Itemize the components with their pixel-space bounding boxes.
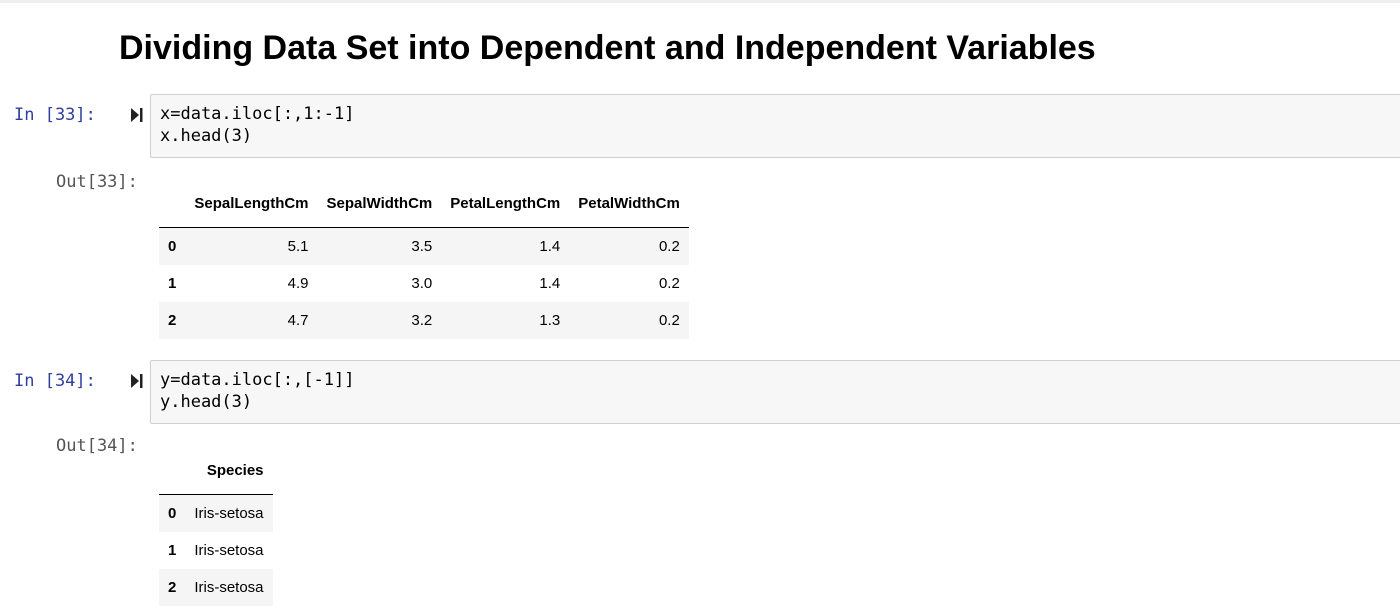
table-cell: 1.3	[539, 312, 561, 329]
code-editor-34[interactable]: y=data.iloc[:,[-1]] y.head(3)	[160, 369, 354, 413]
code-line: y=data.iloc[:,[-1]]	[160, 370, 355, 390]
column-header: Species	[185, 448, 273, 495]
row-index: 2	[168, 579, 177, 596]
code-line: x.head(3)	[160, 126, 253, 146]
row-index: 0	[168, 238, 177, 255]
row-index: 0	[168, 505, 177, 522]
table-cell: 3.2	[411, 312, 433, 329]
column-header: SepalWidthCm	[317, 181, 442, 228]
output-prompt-33: Out[33]:	[56, 172, 138, 192]
table-row: 1 4.9 3.0 1.4 0.2	[159, 265, 689, 302]
table-row: 0 Iris-setosa	[159, 494, 273, 532]
table-row: 2 4.7 3.2 1.3 0.2	[159, 302, 689, 339]
code-input-34[interactable]: y=data.iloc[:,[-1]] y.head(3)	[150, 360, 1400, 424]
table-cell: 1.4	[539, 275, 561, 292]
table-row: 1 Iris-setosa	[159, 532, 273, 569]
column-header: SepalLengthCm	[185, 181, 318, 228]
code-editor-33[interactable]: x=data.iloc[:,1:-1] x.head(3)	[160, 103, 354, 147]
table-cell: 4.7	[287, 312, 309, 329]
column-header-index	[159, 448, 186, 495]
table-cell: 0.2	[658, 312, 680, 329]
code-line: y.head(3)	[160, 392, 253, 412]
table-cell: 4.9	[287, 275, 309, 292]
table-header-row: Species	[159, 448, 273, 495]
table-cell: Iris-setosa	[194, 542, 264, 559]
table-cell: 1.4	[539, 238, 561, 255]
table-cell: Iris-setosa	[194, 579, 264, 596]
table-cell: 3.0	[411, 275, 433, 292]
table-cell: Iris-setosa	[194, 505, 264, 522]
markdown-heading: Dividing Data Set into Dependent and Ind…	[119, 29, 1096, 67]
input-prompt-34: In [34]:	[14, 371, 96, 391]
table-cell: 0.2	[658, 275, 680, 292]
row-index: 1	[168, 542, 177, 559]
dataframe-output-33: SepalLengthCm SepalWidthCm PetalLengthCm…	[159, 181, 689, 339]
table-cell: 5.1	[287, 238, 309, 255]
run-cell-icon[interactable]	[130, 373, 144, 389]
output-prompt-34: Out[34]:	[56, 436, 138, 456]
dataframe-output-34: Species 0 Iris-setosa 1 Iris-setosa 2 Ir…	[159, 448, 273, 606]
run-cell-icon[interactable]	[130, 107, 144, 123]
row-index: 1	[168, 275, 177, 292]
code-input-33[interactable]: x=data.iloc[:,1:-1] x.head(3)	[150, 94, 1400, 158]
column-header-index	[159, 181, 186, 228]
column-header: PetalLengthCm	[441, 181, 570, 228]
column-header: PetalWidthCm	[569, 181, 689, 228]
input-prompt-33: In [33]:	[14, 105, 96, 125]
row-index: 2	[168, 312, 177, 329]
notebook-top-border	[0, 0, 1400, 3]
table-cell: 3.5	[411, 238, 433, 255]
code-line: x=data.iloc[:,1:-1]	[160, 104, 355, 124]
table-row: 0 5.1 3.5 1.4 0.2	[159, 227, 689, 265]
table-header-row: SepalLengthCm SepalWidthCm PetalLengthCm…	[159, 181, 689, 228]
table-row: 2 Iris-setosa	[159, 569, 273, 606]
table-cell: 0.2	[658, 238, 680, 255]
